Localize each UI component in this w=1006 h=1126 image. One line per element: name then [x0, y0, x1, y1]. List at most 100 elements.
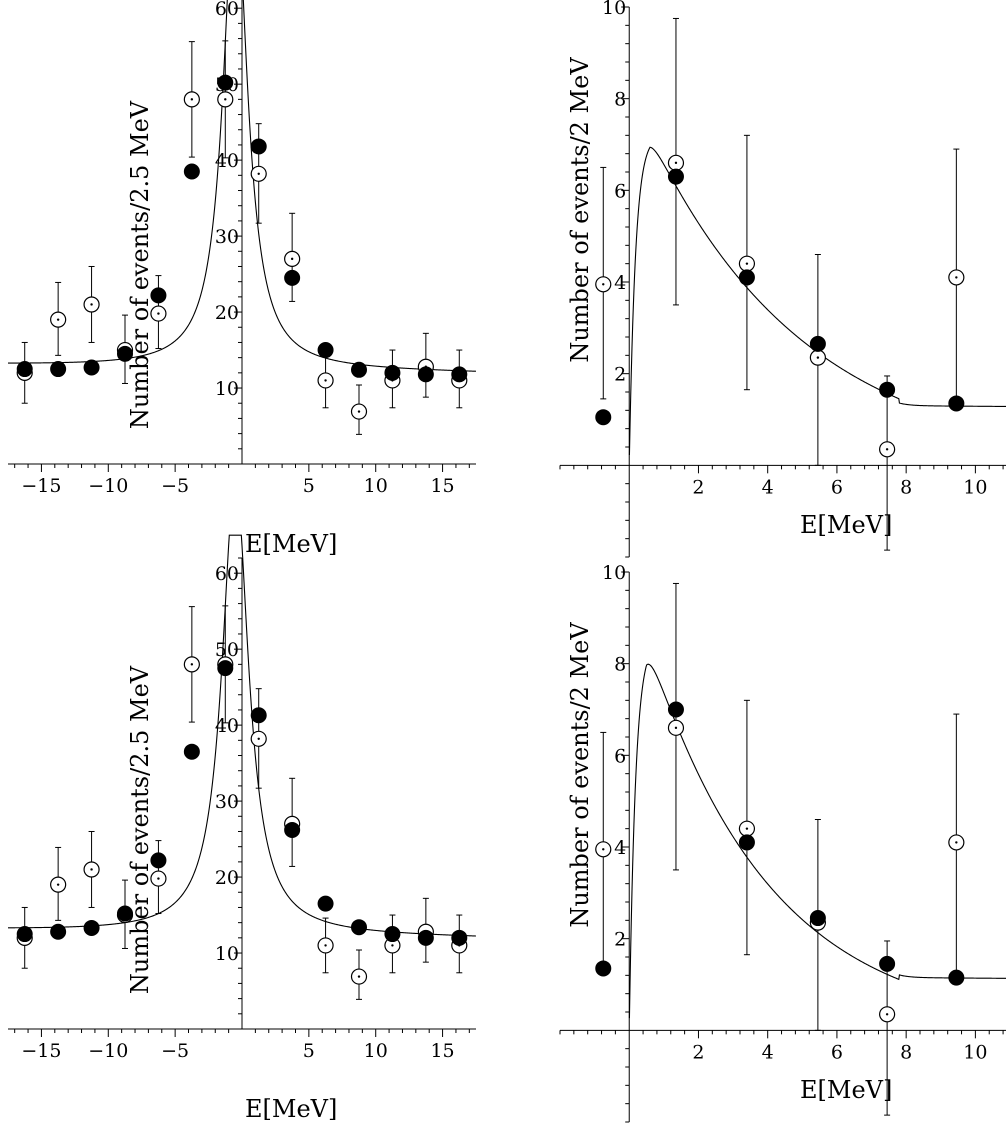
- filled-data-point: [250, 707, 267, 724]
- open-data-point-center: [190, 663, 194, 666]
- x-tick-label: 10: [364, 1040, 388, 1062]
- x-tick-label: 6: [831, 1041, 843, 1063]
- y-tick-label: 2: [614, 364, 626, 386]
- filled-data-point: [384, 364, 401, 381]
- y-axis-title: Number of events/2 MeV: [566, 622, 594, 928]
- y-tick-label: 40: [215, 715, 239, 737]
- x-tick-label: −10: [88, 1040, 128, 1062]
- open-data-point-center: [157, 877, 160, 880]
- open-data-point-center: [56, 318, 60, 321]
- x-tick-label: 4: [762, 476, 774, 498]
- x-tick-label: −10: [88, 475, 128, 497]
- filled-data-point: [217, 74, 234, 91]
- filled-data-point: [150, 287, 167, 304]
- y-axis-title: Number of events/2 MeV: [566, 57, 594, 363]
- open-data-point-center: [745, 262, 749, 265]
- filled-data-point: [117, 345, 133, 362]
- filled-data-point: [948, 969, 965, 986]
- y-tick-label: 40: [215, 150, 239, 172]
- open-data-point-center: [290, 257, 294, 261]
- y-tick-label: 30: [215, 791, 239, 813]
- y-tick-label: 20: [215, 302, 239, 324]
- filled-data-point: [217, 660, 234, 677]
- y-tick-label: 30: [215, 226, 239, 248]
- x-tick-label: 5: [303, 475, 315, 497]
- open-data-point-center: [955, 841, 958, 844]
- x-axis-title: E[MeV]: [800, 1076, 892, 1104]
- x-axis-title: E[MeV]: [800, 511, 892, 539]
- chart-bottom-right: 2 4 6 8 10 2 4 6 8 10 E[MeV] Number of events/2 MeV: [559, 562, 1006, 1123]
- open-data-point-center: [674, 161, 678, 165]
- open-data-point-center: [224, 98, 227, 101]
- filled-data-point: [451, 366, 468, 383]
- x-tick-label: 15: [430, 475, 454, 497]
- open-data-point-center: [602, 283, 605, 286]
- x-tick-label: 8: [900, 476, 912, 498]
- filled-data-point: [948, 395, 965, 412]
- x-tick-label: 2: [692, 1041, 704, 1063]
- x-tick-label: 4: [762, 1041, 774, 1063]
- open-data-point-center: [324, 379, 327, 382]
- open-data-point-center: [190, 98, 194, 101]
- open-data-point-center: [324, 944, 327, 947]
- open-data-point-center: [674, 726, 678, 730]
- open-data-point-center: [90, 868, 93, 871]
- open-data-point-center: [602, 848, 605, 851]
- x-tick-label: 8: [900, 1041, 912, 1063]
- y-tick-label: 10: [215, 378, 239, 400]
- filled-data-point: [250, 138, 267, 155]
- y-tick-label: 4: [614, 272, 626, 294]
- x-tick-label: 10: [963, 476, 987, 498]
- open-data-point-center: [357, 975, 361, 978]
- filled-data-point: [317, 895, 334, 912]
- open-data-point-center: [885, 1013, 889, 1016]
- x-tick-label: −15: [21, 1040, 61, 1062]
- open-data-point-center: [257, 172, 260, 176]
- x-axis-title: E[MeV]: [245, 530, 337, 558]
- filled-data-point: [384, 926, 401, 943]
- filled-data-point: [809, 910, 826, 927]
- x-tick-label: 2: [692, 476, 704, 498]
- x-tick-label: −5: [161, 1040, 189, 1062]
- y-tick-label: 20: [215, 867, 239, 889]
- y-tick-label: 10: [602, 0, 626, 19]
- open-data-point-center: [56, 883, 60, 886]
- x-tick-label: −5: [161, 475, 189, 497]
- y-tick-label: 50: [215, 639, 239, 661]
- filled-data-point: [50, 361, 67, 378]
- x-tick-label: −15: [21, 475, 61, 497]
- fit-curve: [628, 663, 1006, 1019]
- open-data-point-center: [816, 356, 820, 359]
- open-data-point-center: [391, 944, 394, 947]
- filled-data-point: [284, 269, 301, 286]
- y-tick-label: 8: [614, 654, 626, 676]
- x-tick-label: 15: [430, 1040, 454, 1062]
- filled-data-point: [16, 926, 33, 943]
- filled-data-point: [183, 163, 200, 180]
- y-tick-label: 6: [614, 180, 626, 202]
- filled-data-point: [595, 960, 612, 977]
- x-tick-label: 10: [364, 475, 388, 497]
- x-axis-title: E[MeV]: [245, 1095, 337, 1123]
- open-data-point-center: [745, 827, 749, 830]
- filled-data-point: [738, 269, 755, 286]
- filled-data-point: [417, 929, 434, 946]
- x-tick-label: 5: [303, 1040, 315, 1062]
- chart-top-right: 2 4 6 8 10 2 4 6 8 10 E[MeV] Number of events/2 MeV: [559, 0, 1006, 558]
- filled-data-point: [117, 905, 133, 922]
- y-tick-label: 10: [215, 943, 239, 965]
- open-data-point-center: [157, 312, 160, 315]
- filled-data-point: [284, 821, 301, 838]
- filled-data-point: [879, 381, 896, 398]
- filled-data-point: [150, 852, 167, 869]
- filled-data-point: [317, 342, 334, 359]
- x-tick-label: 6: [831, 476, 843, 498]
- y-tick-label: 4: [614, 837, 626, 859]
- open-data-point-center: [357, 410, 361, 413]
- filled-data-point: [879, 955, 896, 972]
- filled-data-point: [351, 919, 367, 936]
- filled-data-point: [667, 168, 684, 185]
- filled-data-point: [809, 335, 826, 352]
- filled-data-point: [183, 743, 200, 760]
